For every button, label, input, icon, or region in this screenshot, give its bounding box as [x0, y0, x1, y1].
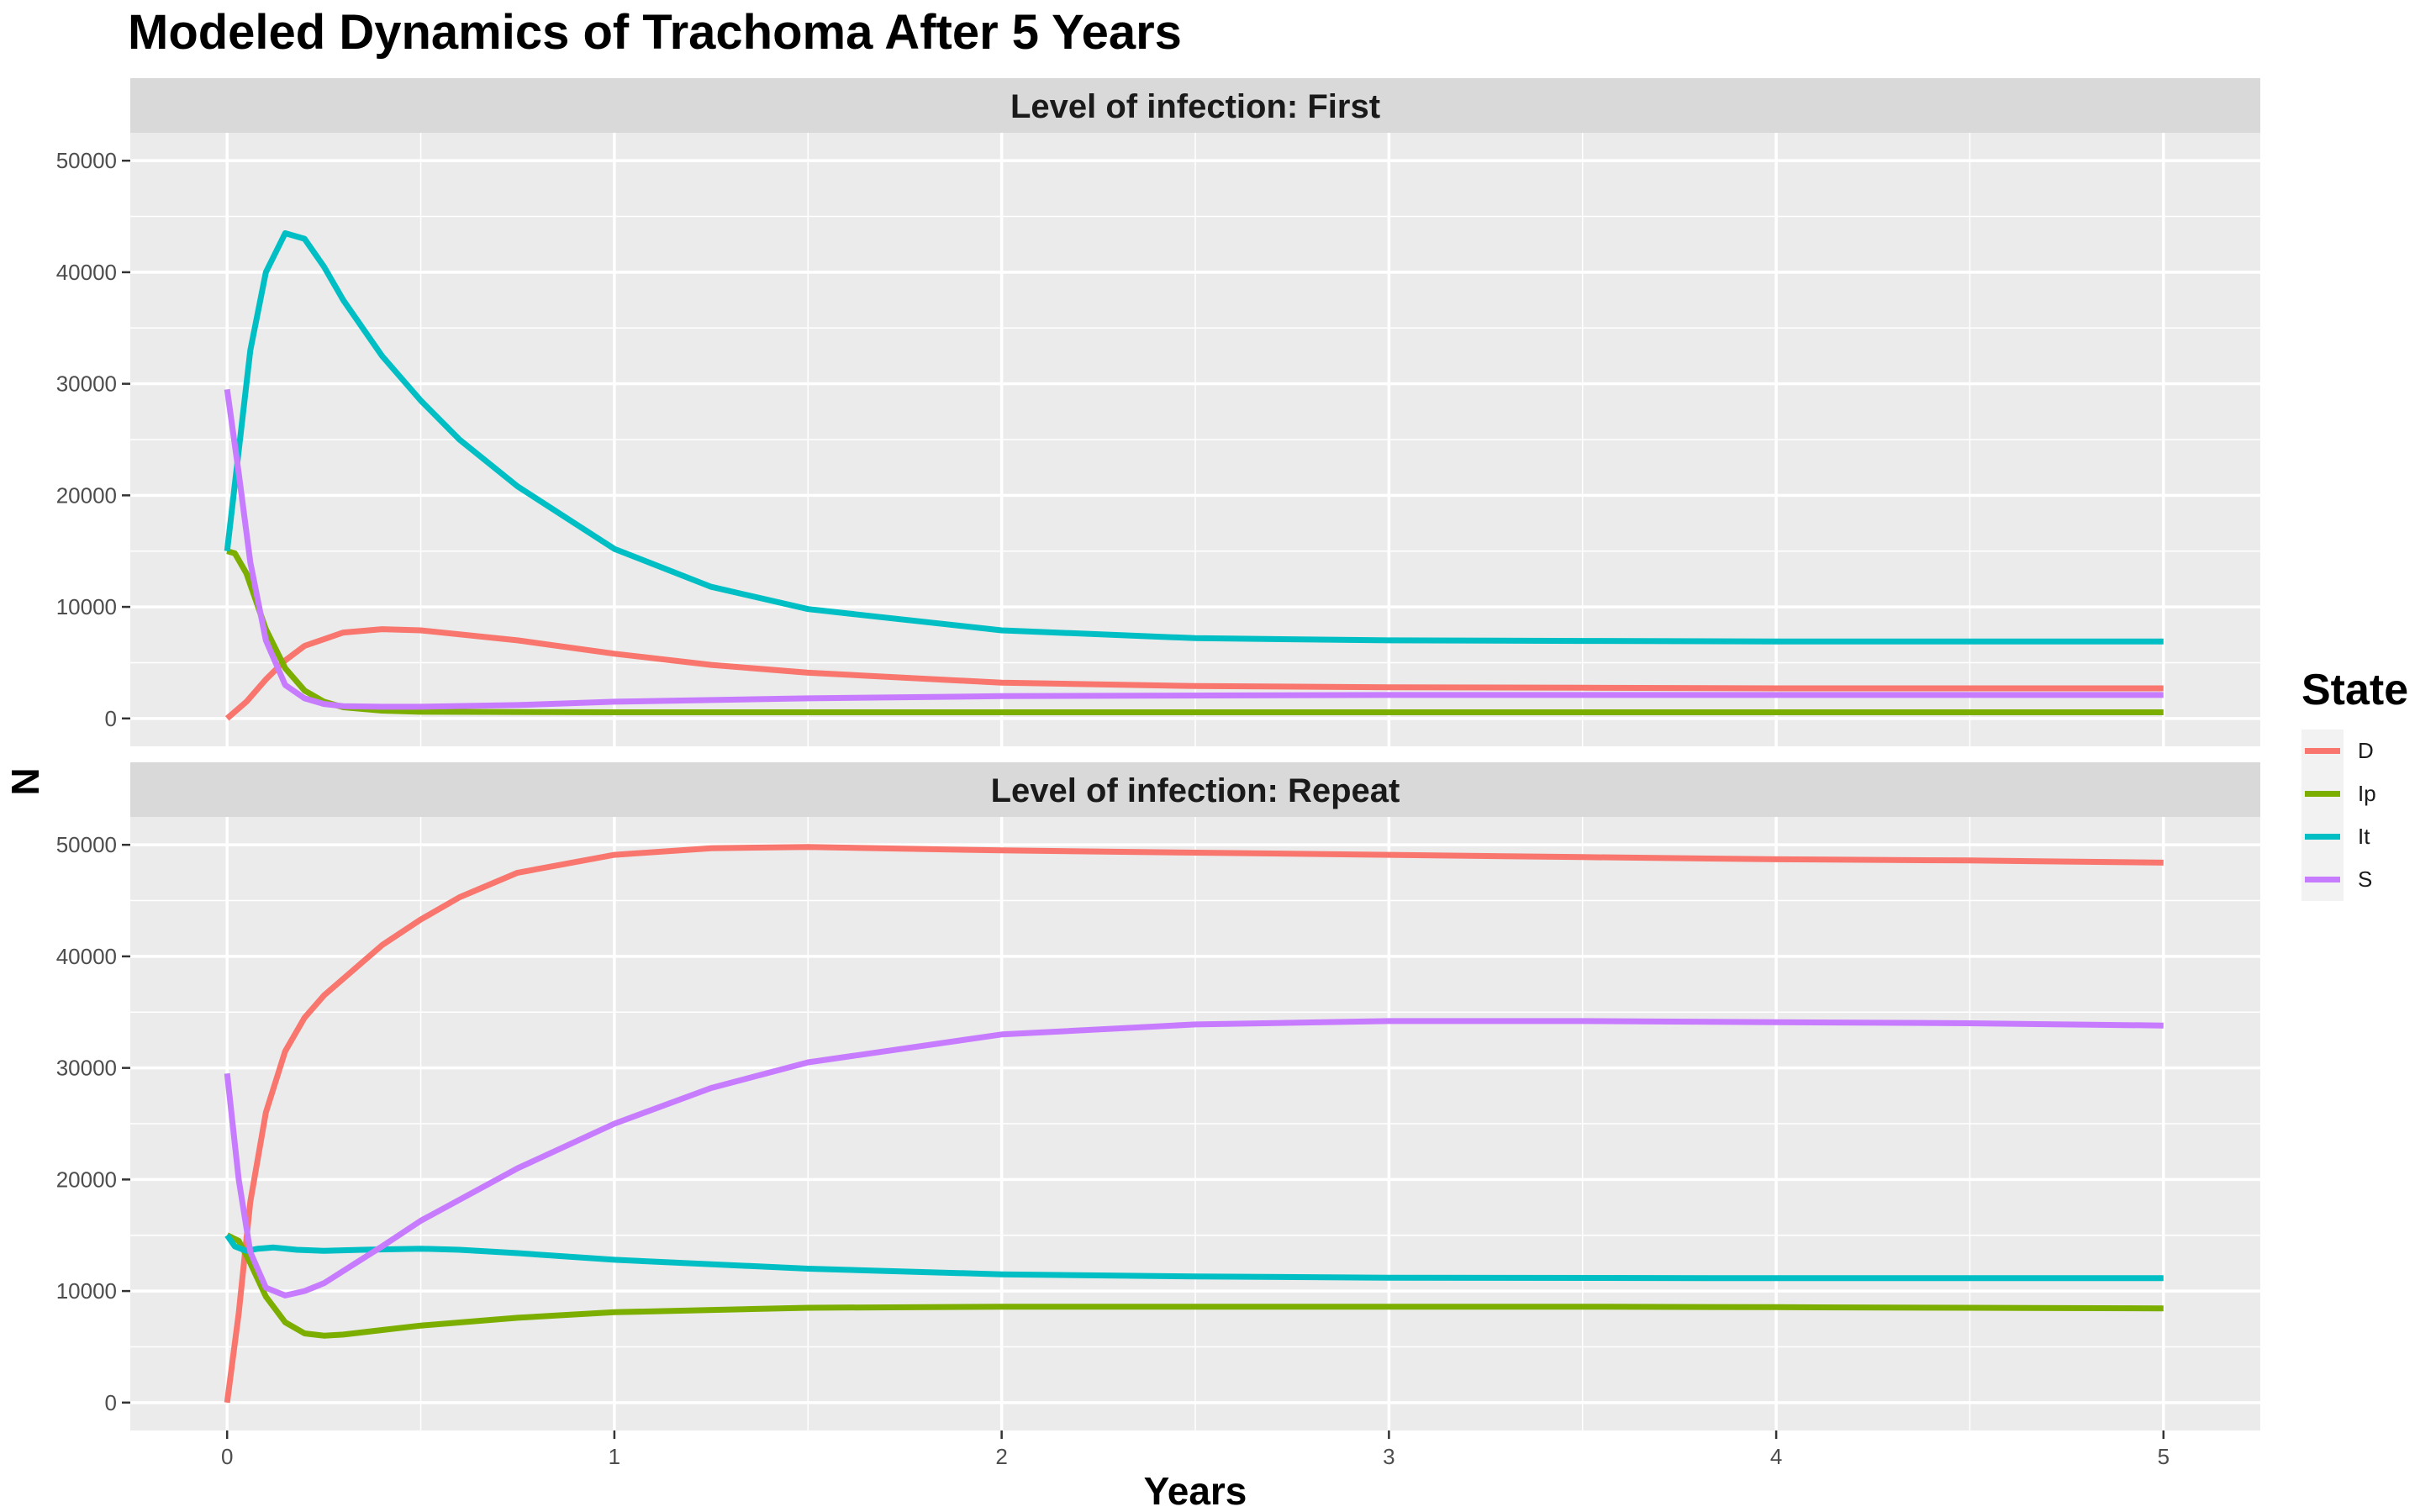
facet-repeat: Level of infection: Repeat 0 10000 20000 30…: [56, 762, 2260, 1430]
x-tick-label: 4: [1770, 1444, 1782, 1469]
legend-label-s: S: [2358, 867, 2372, 892]
legend-title: State: [2301, 666, 2408, 714]
x-tick-label: 1: [609, 1444, 620, 1469]
y-tick-label: 20000: [56, 482, 117, 508]
y-axis-first: 0 10000 20000 30000 40000 50000: [56, 148, 130, 731]
x-axis: 0 1 2 3 4 5: [221, 1430, 2170, 1469]
x-tick-label: 3: [1383, 1444, 1395, 1469]
chart-title: Modeled Dynamics of Trachoma After 5 Yea…: [128, 5, 1182, 60]
y-tick-label: 40000: [56, 944, 117, 969]
y-tick-label: 0: [105, 1390, 117, 1415]
series-line-it: [224, 230, 2164, 645]
strip-first: [130, 78, 2260, 133]
strip-text-first: Level of infection: First: [1010, 88, 1380, 125]
legend: State D Ip It S: [2301, 666, 2408, 901]
y-axis-repeat: 0 10000 20000 30000 40000 50000: [56, 832, 130, 1415]
grid-first: [130, 133, 2260, 746]
y-tick-label: 10000: [56, 1278, 117, 1304]
y-axis-title: N: [3, 767, 47, 795]
y-tick-label: 30000: [56, 1056, 117, 1081]
x-tick-label: 5: [2158, 1444, 2170, 1469]
legend-label-d: D: [2358, 738, 2374, 763]
x-axis-title: Years: [1144, 1469, 1247, 1512]
y-tick-label: 10000: [56, 594, 117, 619]
series-line-d: [224, 626, 2164, 721]
legend-label-it: It: [2358, 824, 2370, 849]
series-repeat: [224, 844, 2164, 1404]
series-first: [224, 230, 2164, 721]
strip-repeat: [130, 762, 2260, 817]
y-tick-label: 50000: [56, 832, 117, 857]
y-tick-label: 50000: [56, 148, 117, 173]
series-line-ip: [225, 1232, 2164, 1339]
y-tick-label: 40000: [56, 260, 117, 285]
y-tick-label: 20000: [56, 1167, 117, 1192]
strip-text-repeat: Level of infection: Repeat: [991, 772, 1400, 809]
series-line-s: [224, 388, 2164, 710]
series-line-it: [224, 1233, 2164, 1282]
x-tick-label: 2: [995, 1444, 1007, 1469]
facet-first: Level of infection: First 0 10000 20000 300…: [56, 78, 2260, 746]
y-tick-label: 0: [105, 706, 117, 731]
x-tick-label: 0: [221, 1444, 233, 1469]
series-line-d: [224, 844, 2164, 1404]
legend-label-ip: Ip: [2358, 781, 2376, 806]
y-tick-label: 30000: [56, 371, 117, 397]
series-line-s: [224, 1018, 2164, 1299]
